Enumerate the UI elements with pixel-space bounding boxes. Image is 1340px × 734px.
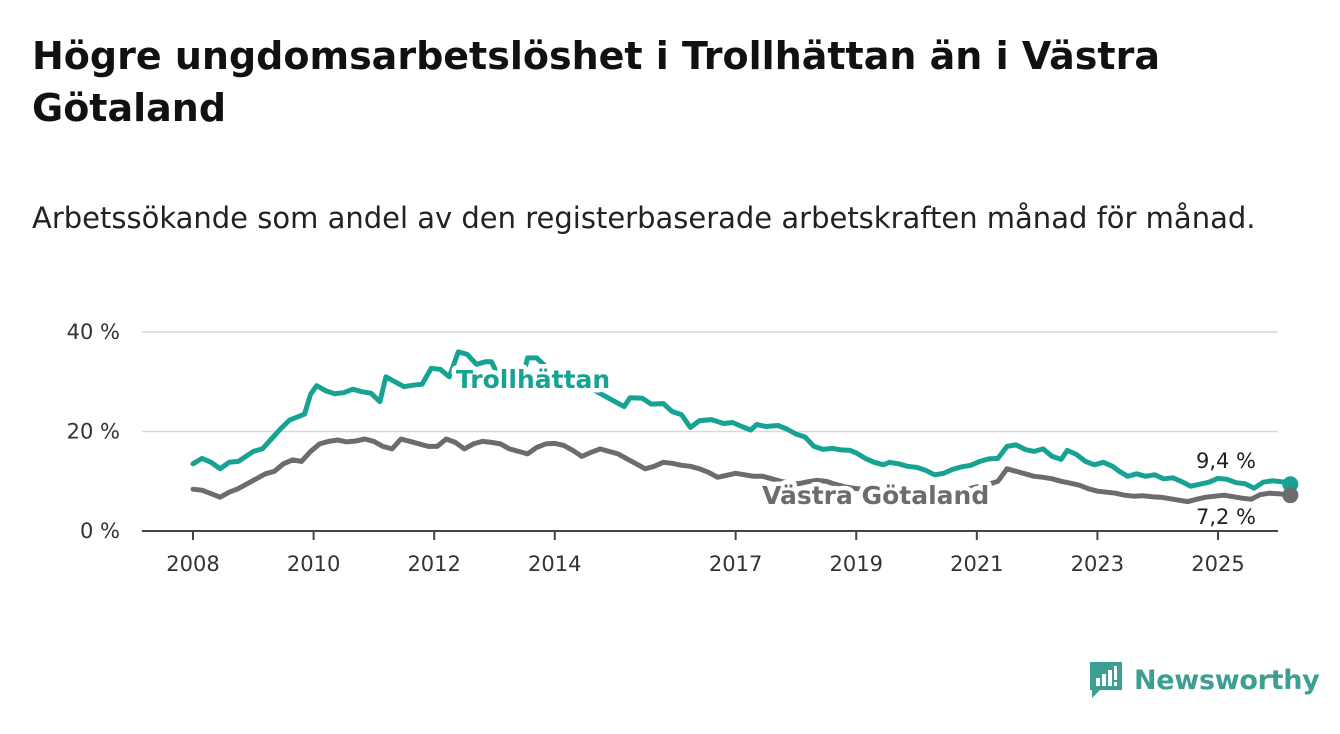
end-label-halo: 7,2 % <box>1196 505 1256 529</box>
line-chart: 0 % 20 % 40 % 2008 2010 2012 2014 2017 2019 2021 2… <box>67 320 1299 576</box>
chart-subtitle: Arbetssökande som andel av den registerb… <box>32 201 1256 235</box>
series-label-halo: Västra Götaland <box>762 481 989 510</box>
x-tick-label: 2019 <box>830 552 883 576</box>
y-tick-label: 20 % <box>67 420 120 444</box>
series-name-label: Trollhättan <box>456 365 610 394</box>
x-tick-label: 2012 <box>407 552 460 576</box>
x-tick-label: 2010 <box>287 552 340 576</box>
x-tick-label: 2023 <box>1071 552 1124 576</box>
series-end-value-label: 7,2 % <box>1196 505 1256 529</box>
series-name-label: Västra Götaland <box>762 481 989 510</box>
brand-name: Newsworthy <box>1134 664 1320 696</box>
chart-title: Högre ungdomsarbetslöshet i Trollhättan … <box>32 34 1160 130</box>
x-tick-label: 2017 <box>709 552 762 576</box>
bar-chart-speech-bubble-icon <box>1090 662 1122 698</box>
series-end-marker-1 <box>1282 487 1299 504</box>
x-tick-label: 2025 <box>1191 552 1244 576</box>
series-end-marker-0 <box>1282 476 1299 493</box>
series-label-halo: Trollhättan <box>456 365 610 394</box>
y-tick-label: 40 % <box>67 320 120 344</box>
axis-layer: 0 % 20 % 40 % 2008 2010 2012 2014 2017 2019 2021 2… <box>67 320 1278 576</box>
series-line-0 <box>190 349 1293 491</box>
x-tick-label: 2021 <box>950 552 1003 576</box>
x-tick-label: 2008 <box>166 552 219 576</box>
x-tick-label: 2014 <box>528 552 581 576</box>
series-layer <box>190 349 1299 505</box>
series-end-value-label: 9,4 % <box>1196 449 1256 473</box>
y-tick-label: 0 % <box>80 519 120 543</box>
grid-layer <box>142 331 1278 433</box>
newsworthy-logo: Newsworthy <box>1088 660 1320 700</box>
series-line-1 <box>190 436 1293 505</box>
end-label-halo: 9,4 % <box>1196 449 1256 473</box>
